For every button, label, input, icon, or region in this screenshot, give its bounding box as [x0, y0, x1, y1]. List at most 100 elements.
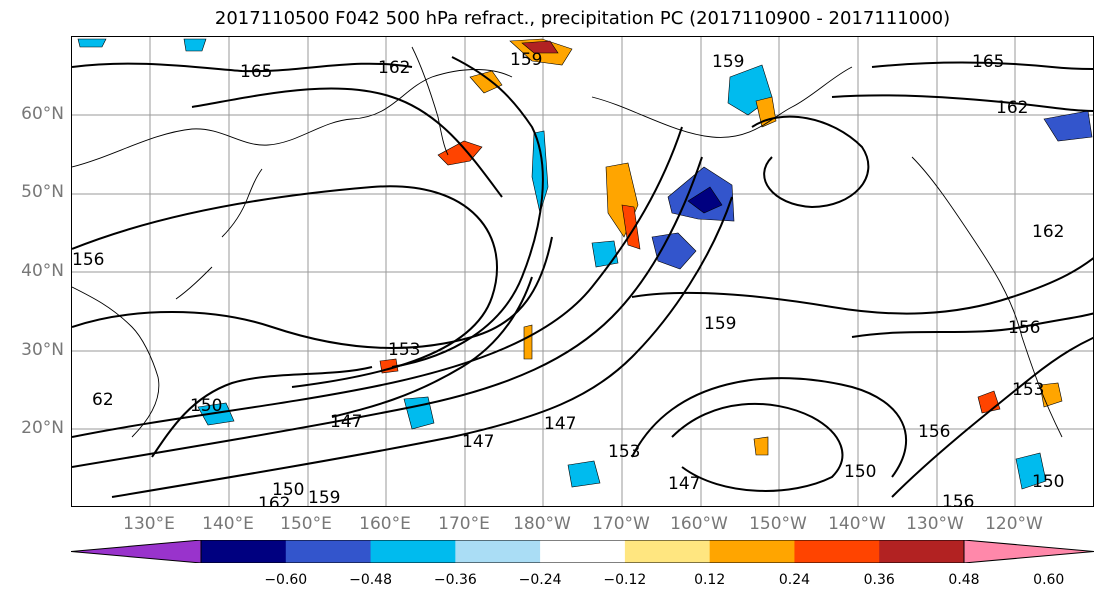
contour-ne-loop — [751, 115, 870, 209]
precip-patch-top-cyan — [77, 38, 107, 48]
contour-label: 147 — [330, 412, 362, 432]
lon-label-120w: 120°W — [985, 514, 1043, 534]
lon-label-140e: 140°E — [202, 514, 254, 534]
contour-150-left — [151, 366, 373, 458]
contour-156 — [72, 185, 498, 388]
contour-jet-3 — [111, 196, 733, 498]
colorbar-tick-label: −0.60 — [264, 572, 308, 588]
colorbar-segments — [71, 540, 1094, 563]
contour-label: 162 — [996, 98, 1028, 118]
lat-label-20n: 20°N — [21, 418, 64, 438]
refractivity-contours — [72, 56, 1093, 498]
contour-label: 162 — [1032, 222, 1064, 242]
colorbar-segment — [455, 540, 541, 563]
colorbar-tick-label: 0.60 — [1033, 572, 1065, 588]
coastline-na-west — [911, 156, 1063, 438]
precip-patch-blue-low1-core — [687, 186, 723, 214]
contour-label: 153 — [388, 340, 420, 360]
colorbar-tick-label: −0.36 — [433, 572, 477, 588]
lat-label-30n: 30°N — [21, 340, 64, 360]
precip-patch-gulf-red — [621, 204, 641, 250]
precip-patch-cyan-low — [591, 240, 619, 268]
contour-label: 150 — [1032, 472, 1064, 492]
colorbar-tick-label: 0.48 — [948, 572, 980, 588]
coastline-kamchatka — [411, 46, 449, 156]
lon-label-170e: 170°E — [438, 514, 490, 534]
contour-label: 165 — [240, 62, 272, 82]
colorbar-segment — [879, 540, 965, 563]
colorbar-segment — [370, 540, 456, 563]
precip-shading — [77, 38, 1093, 490]
contour-159-right — [631, 257, 1093, 315]
lon-label-180w: 180°W — [513, 514, 571, 534]
precip-patch-bering-core — [521, 40, 559, 54]
lon-label-160e: 160°E — [359, 514, 411, 534]
contour-150-right — [631, 377, 908, 478]
colorbar-tick-label: −0.48 — [349, 572, 392, 588]
colorbar-segment — [201, 540, 287, 563]
contour-156-right — [851, 312, 1093, 338]
contour-label: 159 — [712, 52, 744, 72]
precip-patch-east-blue — [1043, 110, 1093, 142]
contour-label: 150 — [190, 396, 222, 416]
contour-label: 156 — [942, 492, 974, 507]
coastlines — [72, 46, 1063, 438]
coastline-alaska — [591, 66, 853, 138]
map-canvas: 165 162 159 159 165 162 156 153 150 147 … — [72, 37, 1093, 507]
contour-label: 147 — [544, 414, 576, 434]
contour-label: 150 — [272, 480, 304, 500]
colorbar — [71, 540, 1094, 563]
colorbar-segment — [285, 540, 372, 563]
colorbar-extend-left — [71, 540, 201, 563]
precip-patch-orange-tropic — [977, 390, 1001, 414]
contour-165 — [72, 62, 413, 73]
lon-label-160w: 160°W — [670, 514, 728, 534]
contour-165-right — [871, 61, 1093, 70]
lon-label-130e: 130°E — [123, 514, 175, 534]
contour-label: 156 — [1008, 318, 1040, 338]
coastline-asia — [72, 69, 513, 168]
precip-patch-sub-cyan2 — [403, 396, 435, 430]
colorbar-segment — [794, 540, 880, 563]
lon-label-140w: 140°W — [828, 514, 886, 534]
graticule — [72, 37, 1093, 506]
contour-label: 150 — [844, 462, 876, 482]
colorbar-segment — [709, 540, 795, 563]
contour-label: 153 — [608, 442, 640, 462]
coastline-china — [72, 286, 160, 438]
lat-label-40n: 40°N — [21, 261, 64, 281]
contour-label: 162 — [378, 58, 410, 78]
contour-label: 62 — [92, 390, 114, 410]
precip-patch-mid-orange — [523, 324, 533, 360]
precip-patch-cyan-strip — [531, 130, 549, 215]
colorbar-segment — [540, 540, 626, 563]
contour-label: 162 — [258, 494, 290, 507]
contour-label: 153 — [1012, 380, 1044, 400]
contour-label: 159 — [510, 50, 542, 70]
lat-label-50n: 50°N — [21, 182, 64, 202]
contour-147-left — [331, 276, 533, 418]
contour-153 — [72, 236, 553, 349]
colorbar-tick-label: −0.12 — [603, 572, 647, 588]
contour-147-right — [671, 402, 844, 492]
contour-labels: 165 162 159 159 165 162 156 153 150 147 … — [72, 50, 1064, 507]
contour-159-north — [391, 56, 544, 368]
contour-label: 156 — [72, 250, 104, 270]
precip-patch-aleut — [469, 70, 503, 94]
map-panel: 165 162 159 159 165 162 156 153 150 147 … — [71, 36, 1094, 507]
colorbar-tick-label: −0.24 — [518, 572, 562, 588]
coastline-japan — [175, 168, 263, 300]
contour-162-right — [831, 94, 1093, 112]
contour-label: 147 — [462, 432, 494, 452]
lat-label-60n: 60°N — [21, 104, 64, 124]
contour-153-right — [891, 336, 1093, 498]
contour-jet-2 — [72, 156, 703, 468]
map-title: 2017110500 F042 500 hPa refract., precip… — [214, 8, 951, 29]
colorbar-tick-label: 0.12 — [694, 572, 726, 588]
precip-patch-top-cyan2 — [183, 38, 207, 52]
contour-label: 159 — [308, 488, 340, 507]
lon-label-150e: 150°E — [280, 514, 332, 534]
lon-label-150w: 150°W — [749, 514, 807, 534]
precip-patch-sw-cyan — [567, 460, 601, 488]
precip-patch-sub-cyan1 — [197, 402, 235, 426]
